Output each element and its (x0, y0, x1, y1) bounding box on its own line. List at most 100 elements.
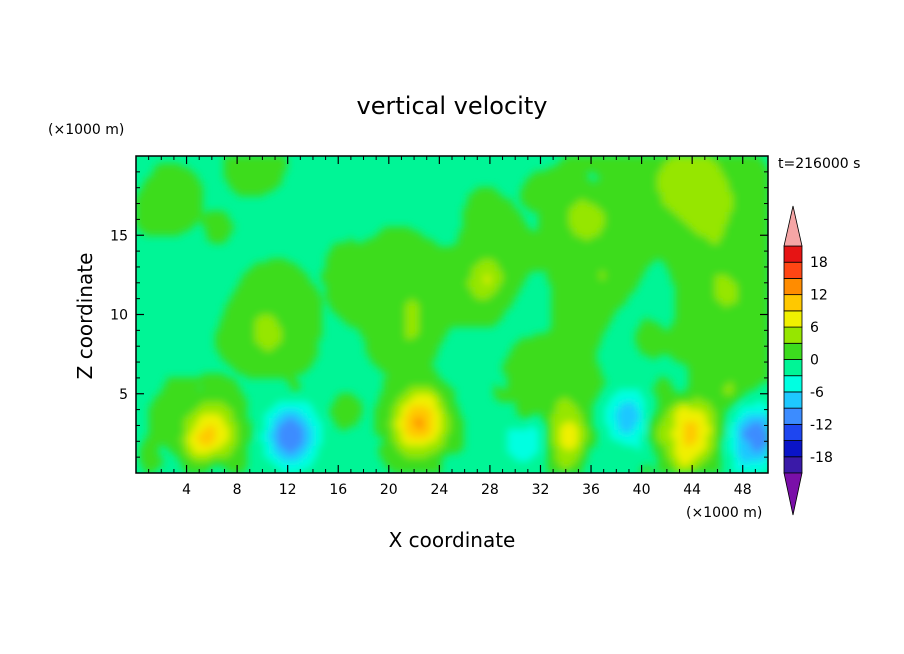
field-cell (533, 409, 540, 415)
field-cell (595, 258, 602, 264)
field-cell (294, 310, 301, 315)
field-cell (546, 369, 553, 375)
field-cell (737, 258, 743, 264)
field-cell (489, 266, 495, 272)
field-cell (555, 409, 562, 415)
field-cell (679, 420, 686, 426)
field-cell (303, 314, 310, 319)
field-cell (608, 424, 615, 430)
field-cell (542, 405, 548, 411)
field-cell (228, 298, 234, 304)
field-cell (533, 369, 540, 375)
field-cell (423, 405, 429, 411)
field-cell (188, 381, 195, 387)
field-cell (427, 290, 433, 296)
field-cell (759, 317, 765, 323)
field-cell (582, 456, 588, 462)
field-cell (299, 278, 305, 284)
field-cell (653, 341, 659, 347)
field-cell (392, 258, 398, 264)
field-cell (648, 333, 655, 339)
field-cell (564, 436, 571, 442)
field-cell (586, 258, 593, 264)
field-cell (697, 413, 703, 419)
field-cell (608, 270, 615, 276)
field-cell (750, 306, 756, 312)
field-cell (400, 377, 407, 383)
field-cell (418, 389, 425, 395)
field-cell (193, 424, 199, 430)
field-cell (440, 325, 447, 331)
field-cell (604, 302, 610, 308)
field-cell (679, 333, 686, 339)
field-cell (193, 444, 199, 450)
field-cell (409, 424, 416, 430)
field-cell (383, 409, 389, 415)
field-cell (551, 428, 557, 434)
field-cell (715, 286, 721, 292)
field-cell (538, 333, 544, 339)
field-cell (184, 381, 190, 387)
field-cell (268, 357, 274, 363)
field-cell (639, 262, 646, 268)
field-cell (604, 317, 610, 323)
field-cell (436, 317, 442, 323)
field-cell (515, 389, 522, 395)
field-cell (356, 306, 363, 312)
field-cell (586, 294, 593, 300)
field-cell (215, 337, 221, 343)
field-cell (445, 314, 451, 319)
field-cell (763, 373, 768, 379)
field-cell (630, 413, 637, 419)
field-cell (728, 345, 734, 351)
field-cell (507, 282, 513, 288)
field-cell (560, 405, 566, 411)
field-cell (675, 333, 681, 339)
field-cell (635, 262, 641, 268)
field-cell (387, 440, 394, 446)
field-cell (356, 314, 363, 319)
field-cell (290, 381, 296, 387)
field-cell (635, 424, 641, 430)
field-cell (555, 258, 562, 264)
field-cell (272, 357, 279, 363)
field-cell (746, 460, 752, 466)
field-cell (741, 314, 748, 319)
field-cell (759, 361, 765, 367)
field-cell (582, 298, 588, 304)
field-cell (661, 258, 668, 264)
field-cell (392, 456, 398, 462)
field-cell (396, 270, 402, 276)
field-cell (719, 405, 725, 411)
field-cell (701, 389, 708, 395)
field-cell (710, 393, 717, 399)
field-cell (184, 460, 190, 466)
field-cell (746, 266, 752, 272)
field-cell (511, 290, 517, 296)
field-cell (219, 321, 225, 327)
field-cell (418, 333, 425, 339)
field-cell (564, 306, 571, 312)
field-cell (259, 345, 265, 351)
field-cell (701, 361, 708, 367)
field-cell (215, 413, 221, 419)
field-cell (502, 393, 509, 399)
field-cell (365, 325, 371, 331)
field-cell (569, 468, 575, 473)
field-cell (648, 428, 655, 434)
field-cell (170, 440, 177, 446)
field-cell (626, 266, 632, 272)
field-cell (409, 409, 416, 415)
field-cell (529, 436, 535, 442)
field-cell (223, 413, 230, 419)
field-cell (241, 345, 248, 351)
field-cell (586, 405, 593, 411)
field-cell (710, 329, 717, 335)
field-cell (524, 389, 531, 395)
field-cell (436, 278, 442, 284)
field-cell (254, 353, 261, 359)
field-cell (254, 361, 261, 367)
field-cell (728, 286, 734, 292)
field-cell (347, 393, 354, 399)
field-cell (582, 444, 588, 450)
